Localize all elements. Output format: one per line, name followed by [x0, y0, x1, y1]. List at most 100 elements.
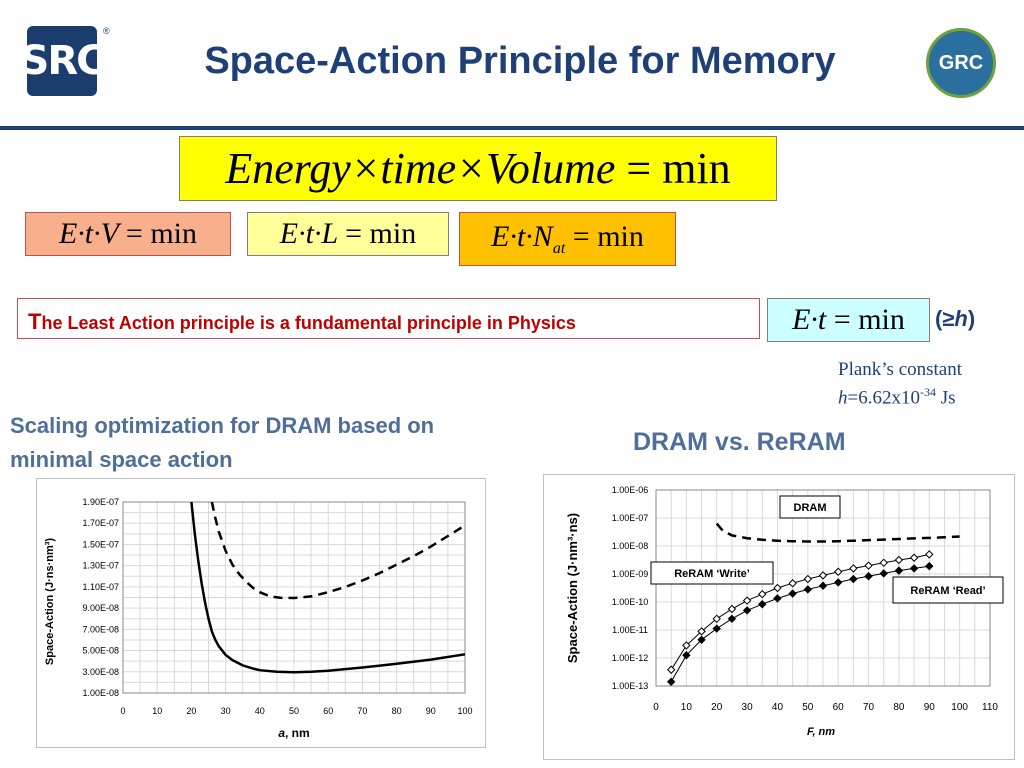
x-tick-label: 80	[893, 702, 905, 713]
formula-etnat-text: E·t·Nat = min	[491, 220, 644, 257]
y-tick-label: 1.00E-11	[612, 625, 648, 635]
grc-logo-text: GRC	[938, 51, 984, 74]
data-point-reram-read	[879, 569, 888, 578]
y-tick-label: 1.90E-07	[82, 497, 119, 507]
y-tick-label: 1.00E-13	[612, 681, 649, 691]
formula-main-text: Energy×time×Volume = min	[225, 144, 731, 193]
plank-exp: -34	[919, 385, 936, 399]
label-reram-read-box	[892, 576, 1004, 604]
data-point-reram-write	[803, 574, 813, 584]
x-tick-label: 100	[951, 702, 968, 713]
label-reram-write: ReRAM ‘Write’	[674, 568, 750, 580]
x-tick-label: 10	[681, 702, 693, 713]
data-point-reram-read	[909, 564, 919, 573]
series-line-dram	[715, 522, 960, 543]
data-point-reram-read	[758, 600, 767, 609]
src-logo-text: SRC	[20, 38, 106, 84]
y-tick-label: 5.00E-08	[82, 646, 119, 656]
page-title: Space-Action Principle for Memory	[204, 40, 836, 82]
left-chart-frame: 1.00E-08 3.00E-08 5.00E-08 7.00E-08 9.00E-08…	[36, 478, 486, 748]
data-point-reram-read	[833, 578, 843, 587]
x-tick-label: 60	[833, 702, 845, 713]
plank-unit: Js	[935, 387, 956, 409]
x-tick-label: 50	[802, 702, 814, 713]
data-point-reram-write	[697, 627, 706, 636]
x-tick-label: 90	[426, 706, 436, 716]
data-point-reram-read	[742, 606, 752, 615]
data-point-reram-read	[894, 566, 904, 575]
data-point-reram-read	[666, 677, 676, 687]
data-point-reram-write	[712, 614, 721, 624]
x-tick-label: 60	[323, 706, 333, 716]
data-point-reram-write	[833, 567, 843, 576]
data-point-reram-read	[803, 585, 813, 594]
y-tick-label: 1.00E-09	[612, 569, 649, 579]
y-tick-label: 1.50E-07	[82, 539, 119, 549]
y-axis-label: Space-Action (J·nm³·ns)	[565, 513, 580, 663]
y-tick-label: 1.10E-07	[82, 582, 119, 592]
label-dram-box	[779, 495, 841, 519]
data-point-reram-read	[697, 635, 706, 645]
x-tick-label: 0	[120, 706, 125, 716]
data-point-reram-write	[925, 550, 934, 559]
right-chart: 1.00E-13 1.00E-12 1.00E-11 1.00E-10 1.00E-09…	[565, 485, 1004, 738]
data-point-reram-write	[727, 604, 737, 614]
least-action-text: he Least Action principle is a fundament…	[41, 313, 576, 333]
x-tick-label: 40	[255, 706, 265, 716]
y-tick-label: 7.00E-08	[82, 624, 119, 634]
x-tick-label: 20	[711, 702, 723, 713]
y-tick-label: 1.70E-07	[82, 518, 119, 528]
data-point-reram-read	[925, 561, 934, 571]
src-logo: SRC	[21, 26, 105, 96]
plank-h: h	[838, 387, 848, 409]
label-reram-write-box	[650, 561, 774, 585]
formula-etl-text: E·t·L = min	[279, 217, 417, 250]
data-point-reram-read	[682, 650, 691, 660]
y-tick-label: 3.00E-08	[82, 667, 119, 677]
data-point-reram-write	[742, 596, 752, 605]
plank-constant-label: Plank’s constant	[838, 359, 963, 380]
formula-etnat: E·t·Nat = min	[459, 212, 676, 266]
x-tick-label: 80	[392, 706, 402, 716]
formula-etv: E·t·V = min	[25, 212, 231, 256]
left-chart-caption: Scaling optimization for DRAM based on m…	[10, 413, 435, 472]
y-tick-label: 1.00E-07	[612, 513, 649, 523]
data-point-reram-read	[773, 594, 782, 603]
data-point-reram-write	[849, 564, 858, 573]
x-tick-label: 100	[457, 706, 472, 716]
header-divider	[0, 126, 1024, 130]
data-point-reram-write	[909, 553, 919, 562]
grc-logo: GRC	[926, 28, 996, 98]
data-point-reram-write	[879, 558, 888, 568]
data-point-reram-write	[758, 589, 767, 599]
x-axis-label: a, nm	[278, 726, 309, 740]
data-point-reram-read	[788, 589, 797, 598]
x-tick-label: 20	[186, 706, 196, 716]
x-axis-label: F, nm	[807, 726, 835, 738]
data-point-reram-write	[818, 571, 828, 580]
formula-etl: E·t·L = min	[247, 212, 449, 256]
registered-mark: ®	[103, 26, 110, 36]
data-point-reram-read	[727, 614, 737, 624]
data-point-reram-write	[894, 555, 904, 565]
data-point-reram-write	[666, 665, 676, 674]
formula-et-text: E·t = min	[792, 303, 905, 336]
y-tick-label: 1.00E-08	[82, 688, 119, 698]
formula-et: E·t = min	[767, 298, 930, 342]
x-tick-label: 30	[221, 706, 231, 716]
x-tick-label: 70	[863, 702, 875, 713]
x-tick-label: 70	[357, 706, 367, 716]
data-point-reram-read	[818, 581, 828, 590]
y-axis-label: Space-Action (J·ns·nm³)	[44, 538, 56, 665]
data-point-reram-read	[849, 574, 858, 584]
left-chart: 1.00E-08 3.00E-08 5.00E-08 7.00E-08 9.00E-08…	[44, 497, 473, 740]
y-tick-label: 1.00E-06	[612, 485, 649, 495]
data-point-reram-write	[788, 579, 797, 588]
x-tick-label: 30	[742, 702, 754, 713]
y-tick-label: 1.00E-10	[612, 597, 649, 607]
y-tick-label: 1.30E-07	[82, 561, 119, 571]
plot-area	[122, 501, 466, 694]
data-point-reram-write	[682, 641, 691, 650]
series-line-solid	[190, 501, 466, 674]
data-point-reram-write	[864, 561, 873, 570]
